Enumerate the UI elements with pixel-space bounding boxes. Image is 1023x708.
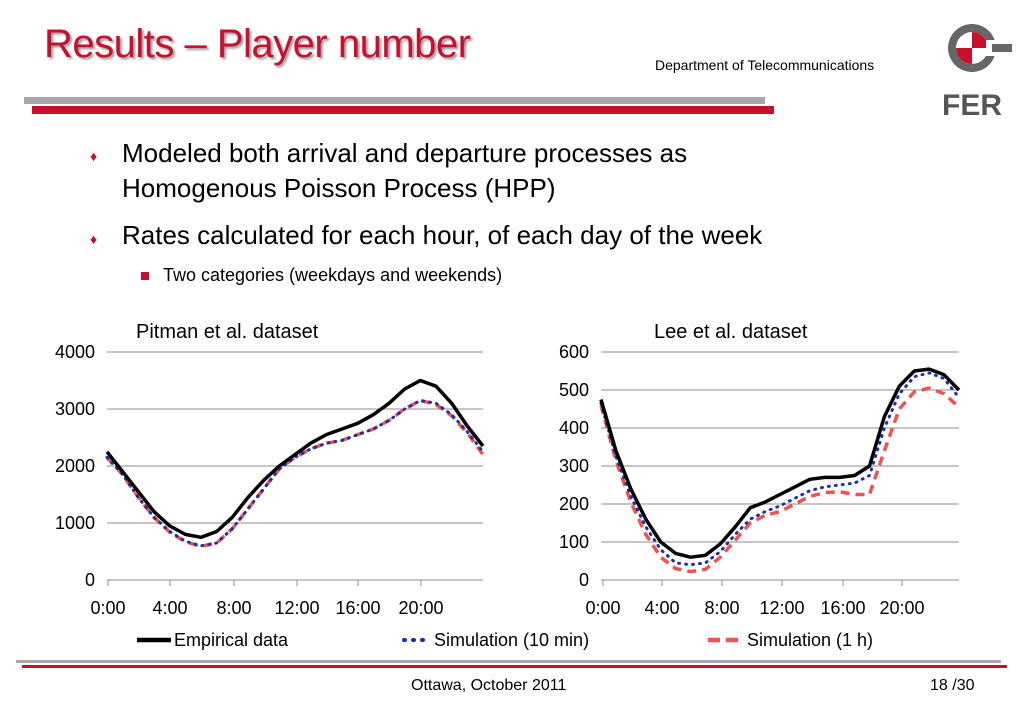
chart-right-y-tick-label: 600 [559,342,589,362]
bullet-diamond-icon: ♦ [90,231,98,247]
bullet-2: Rates calculated for each hour, of each … [122,220,763,250]
footer-page-number: 18 /30 [930,677,975,694]
department-name: Department of Telecommunications [655,57,875,73]
bullet-1-line-1: Modeled both arrival and departure proce… [122,138,688,168]
chart-left-x-tick-label: 16:00 [335,598,380,618]
chart-left-title: Pitman et al. dataset [136,321,319,343]
chart-left-y-tick-label: 3000 [55,399,95,419]
chart-left-y-tick-label: 4000 [55,342,95,362]
chart-right-y-tick-label: 0 [579,570,589,590]
chart-right-y-tick-label: 300 [559,456,589,476]
slide-title: Results – Player number [44,22,471,66]
chart-right-title: Lee et al. dataset [654,321,808,343]
bullet-1-line-2: Homogenous Poisson Process (HPP) [122,173,556,203]
chart-left-y-tick-label: 2000 [55,456,95,476]
header-divider-gray [24,97,765,104]
fer-logo: FER [942,24,1012,118]
bullet-diamond-icon: ♦ [90,148,98,164]
chart-left-series-sim-1h [105,398,485,549]
chart-left-series-empirical [105,378,485,540]
chart-right-x-tick-label: 20:00 [879,598,924,618]
sub-bullet: Two categories (weekdays and weekends) [163,265,503,285]
chart-right-y-tick-label: 400 [559,418,589,438]
chart-left-series-sim-10min [105,399,485,548]
chart-right-x-tick-label: 8:00 [704,598,739,618]
chart-left-x-tick-label: 4:00 [152,598,187,618]
chart-right-series-sim-1h [599,386,961,574]
legend-sim-1h-label: Simulation (1 h) [747,630,873,650]
chart-left-x-tick-label: 20:00 [398,598,443,618]
chart-right-x-tick-label: 4:00 [644,598,679,618]
chart-right-y-tick-label: 200 [559,494,589,514]
footer-divider-gray [16,660,1001,663]
chart-right-y-tick-label: 100 [559,532,589,552]
chart-right-x-tick-label: 16:00 [820,598,865,618]
footer-divider-red [22,665,1007,668]
chart-left-x-tick-label: 12:00 [274,598,319,618]
chart-right-x-tick-label: 0:00 [585,598,620,618]
legend-empirical-label: Empirical data [174,630,289,650]
chart-left-x-tick-label: 8:00 [216,598,251,618]
chart-left-x-tick-label: 0:00 [90,598,125,618]
logo-emblem-icon [948,24,1012,72]
chart-right-x-tick-label: 12:00 [759,598,804,618]
header-divider-red [32,106,774,114]
sub-bullet-square-icon [141,272,149,280]
chart-right-y-tick-label: 500 [559,380,589,400]
logo-text: FER [942,89,1002,118]
chart-right-series-empirical [599,367,961,559]
footer-location-date: Ottawa, October 2011 [411,677,567,694]
legend-sim-10min-label: Simulation (10 min) [434,630,589,650]
chart-left-y-tick-label: 0 [85,570,95,590]
chart-left-y-tick-label: 1000 [55,513,95,533]
